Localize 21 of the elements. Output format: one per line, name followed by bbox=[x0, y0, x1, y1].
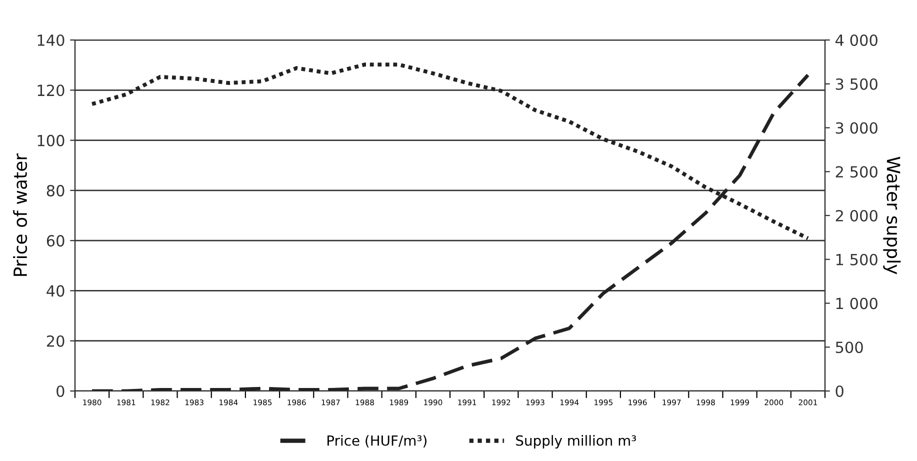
y-tick-label: 120 bbox=[38, 84, 64, 96]
y2-tick-label: 500 bbox=[836, 342, 863, 354]
y2-axis-title: Water supply bbox=[883, 156, 901, 274]
y2-tick-label: 2 500 bbox=[836, 166, 878, 178]
y2-tick-label: 3 500 bbox=[836, 78, 878, 90]
y-tick-label: 100 bbox=[38, 134, 64, 146]
y-tick-label: 20 bbox=[46, 335, 64, 347]
y2-tick-label: 0 bbox=[836, 385, 844, 398]
y-tick-label: 60 bbox=[46, 235, 64, 247]
y2-tick-label: 2 000 bbox=[836, 210, 878, 222]
y-tick-label: 140 bbox=[38, 34, 64, 46]
y-tick-label: 40 bbox=[46, 285, 64, 297]
y2-tick-label: 1 500 bbox=[836, 254, 878, 266]
y-tick-label: 0 bbox=[56, 385, 64, 398]
y2-tick-label: 3 000 bbox=[836, 122, 878, 134]
legend-label: Price (HUF/m³) bbox=[328, 435, 426, 448]
legend-label: Supply million m³ bbox=[516, 435, 636, 448]
y2-tick-label: 4 000 bbox=[835, 34, 878, 46]
y2-tick-label: 1 000 bbox=[836, 298, 878, 310]
y-axis-title: Price of water bbox=[13, 153, 28, 276]
y-tick-label: 80 bbox=[46, 184, 64, 196]
